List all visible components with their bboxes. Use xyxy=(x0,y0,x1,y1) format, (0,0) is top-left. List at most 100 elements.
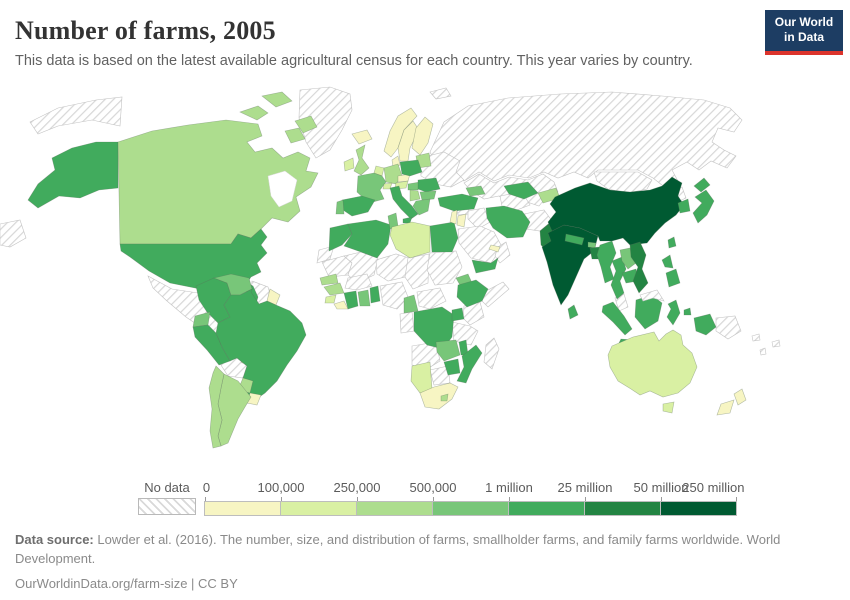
country-vietnam[interactable] xyxy=(629,241,649,294)
country-united-kingdom[interactable] xyxy=(353,144,370,176)
country-canada-arctic-4[interactable] xyxy=(284,127,306,144)
country-argentina[interactable] xyxy=(217,373,252,447)
country-iraq[interactable] xyxy=(467,207,491,230)
country-canada-arctic-2[interactable] xyxy=(261,91,293,108)
country-cameroon[interactable] xyxy=(403,294,419,314)
country-indonesia-sumatra[interactable] xyxy=(601,301,633,336)
country-bulgaria[interactable] xyxy=(419,190,437,201)
country-lesotho[interactable] xyxy=(440,393,449,402)
country-romania[interactable] xyxy=(417,177,441,193)
legend-bin-swatch[interactable] xyxy=(356,501,433,516)
country-ivory-coast[interactable] xyxy=(343,290,359,310)
country-central-african-republic[interactable] xyxy=(416,287,447,310)
legend-bin-swatch[interactable] xyxy=(508,501,585,516)
country-greece[interactable] xyxy=(412,198,431,216)
country-solomon-islands[interactable] xyxy=(751,333,761,342)
legend-bin-swatch[interactable] xyxy=(660,501,737,516)
legend-bin-swatch[interactable] xyxy=(584,501,661,516)
country-taiwan[interactable] xyxy=(667,236,677,249)
country-philippines-mindanao[interactable] xyxy=(665,268,681,288)
country-nigeria[interactable] xyxy=(379,281,409,310)
country-indonesia-papua[interactable] xyxy=(693,313,717,336)
country-russia[interactable] xyxy=(429,91,743,190)
country-new-zealand-north[interactable] xyxy=(733,388,747,406)
country-ethiopia[interactable] xyxy=(456,279,489,308)
country-poland[interactable] xyxy=(399,159,423,177)
country-mozambique[interactable] xyxy=(456,344,483,384)
country-russia-wrap-strip[interactable] xyxy=(0,219,27,248)
country-uae-qatar[interactable] xyxy=(488,244,501,253)
country-congo-gabon[interactable] xyxy=(399,311,415,334)
country-south-africa[interactable] xyxy=(419,382,459,410)
country-indonesia-sulawesi[interactable] xyxy=(666,299,681,326)
country-namibia[interactable] xyxy=(410,361,433,394)
country-usa-alaska[interactable] xyxy=(27,141,119,209)
country-algeria[interactable] xyxy=(343,219,392,259)
country-bhutan[interactable] xyxy=(587,241,597,249)
country-liberia[interactable] xyxy=(333,300,349,310)
country-togo-benin[interactable] xyxy=(369,285,381,304)
country-norway[interactable] xyxy=(383,107,418,158)
country-fiji[interactable] xyxy=(771,339,781,348)
country-yemen[interactable] xyxy=(471,257,499,274)
country-somalia[interactable] xyxy=(481,281,510,308)
country-zambia[interactable] xyxy=(435,339,461,362)
country-sudan[interactable] xyxy=(426,250,463,286)
legend-bin-swatch[interactable] xyxy=(280,501,357,516)
country-serbia-balkans[interactable] xyxy=(409,189,421,202)
country-guinea[interactable] xyxy=(323,282,345,296)
country-nepal[interactable] xyxy=(564,233,585,246)
country-vanuatu[interactable] xyxy=(759,347,767,356)
country-australia[interactable] xyxy=(607,329,698,398)
country-morocco[interactable] xyxy=(328,223,353,252)
legend-bin-swatch[interactable] xyxy=(432,501,509,516)
country-uganda[interactable] xyxy=(451,307,465,322)
country-brazil[interactable] xyxy=(215,288,307,401)
country-burkina-faso[interactable] xyxy=(344,273,373,291)
country-georgia-azerbaijan[interactable] xyxy=(465,185,486,197)
country-svalbard[interactable] xyxy=(429,87,452,100)
country-uzbekistan[interactable] xyxy=(503,181,539,200)
country-papua-new-guinea[interactable] xyxy=(715,315,742,340)
country-indonesia-borneo[interactable] xyxy=(634,294,663,330)
country-madagascar[interactable] xyxy=(483,337,500,370)
legend-no-data[interactable]: No data xyxy=(138,480,196,515)
country-japan-hokkaido[interactable] xyxy=(693,177,711,193)
country-south-korea[interactable] xyxy=(677,198,691,214)
country-philippines-luzon[interactable] xyxy=(661,254,674,269)
country-tanzania[interactable] xyxy=(451,321,479,346)
country-lebanon-israel[interactable] xyxy=(449,209,458,225)
country-libya[interactable] xyxy=(389,221,431,259)
country-sierra-leone[interactable] xyxy=(324,294,337,304)
country-new-zealand-south[interactable] xyxy=(716,399,735,416)
country-russia-far-east[interactable] xyxy=(29,96,123,135)
country-jordan[interactable] xyxy=(456,213,467,228)
country-japan-honshu[interactable] xyxy=(692,189,715,224)
country-finland[interactable] xyxy=(411,116,434,156)
country-ukraine-belarus[interactable] xyxy=(419,151,465,188)
country-chile[interactable] xyxy=(208,365,225,449)
legend-bin-swatch[interactable] xyxy=(204,501,281,516)
country-mongolia[interactable] xyxy=(593,171,653,194)
country-senegal[interactable] xyxy=(319,273,339,286)
owid-url-license[interactable]: OurWorldinData.org/farm-size | CC BY xyxy=(15,575,238,591)
country-turkey[interactable] xyxy=(437,193,479,212)
country-spain[interactable] xyxy=(341,195,376,217)
country-zimbabwe[interactable] xyxy=(443,358,461,376)
country-canada-arctic-1[interactable] xyxy=(239,105,269,121)
country-niger[interactable] xyxy=(375,253,410,282)
country-indonesia-moluccas[interactable] xyxy=(683,307,692,316)
country-ghana[interactable] xyxy=(357,289,371,307)
country-chad[interactable] xyxy=(404,253,430,290)
country-egypt[interactable] xyxy=(429,221,459,253)
country-switzerland[interactable] xyxy=(382,182,393,190)
country-malaysia-borneo[interactable] xyxy=(639,289,665,302)
country-canada-arctic-3[interactable] xyxy=(294,115,318,134)
country-ireland[interactable] xyxy=(343,157,355,172)
owid-logo[interactable]: Our World in Data xyxy=(765,10,843,55)
country-portugal[interactable] xyxy=(335,199,345,215)
country-saudi-arabia[interactable] xyxy=(457,225,503,264)
country-australia-tasmania[interactable] xyxy=(662,401,675,414)
country-italy[interactable] xyxy=(389,185,419,220)
country-iran[interactable] xyxy=(485,205,531,239)
